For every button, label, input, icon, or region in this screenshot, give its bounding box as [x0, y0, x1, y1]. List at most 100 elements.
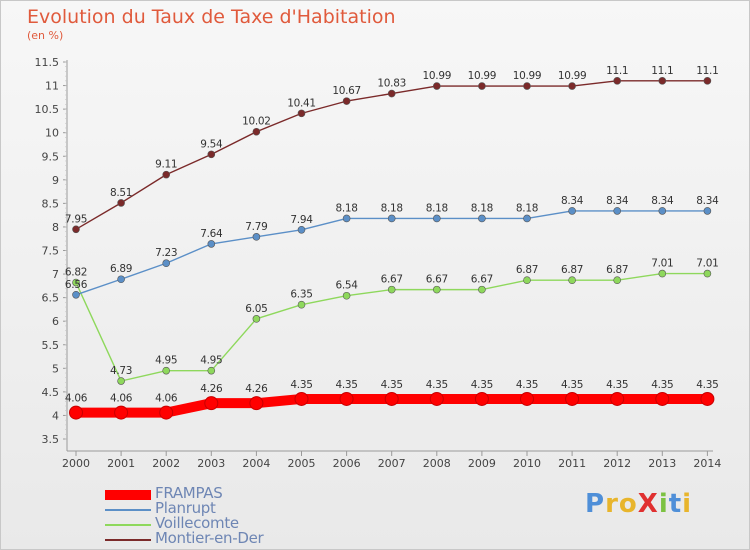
data-point: [523, 214, 531, 223]
x-tick-label: 2000: [62, 457, 90, 470]
data-label: 6.67: [381, 274, 403, 286]
data-label: 8.34: [606, 195, 629, 207]
legend-label-montier-en-der: Montier-en-Der: [155, 529, 264, 547]
data-point: [568, 82, 576, 90]
data-point: [162, 259, 170, 268]
y-tick-label: 6: [52, 315, 59, 328]
data-label: 8.18: [426, 202, 448, 214]
y-tick-label: 8: [52, 221, 59, 234]
data-label: 10.02: [242, 116, 271, 128]
data-label: 7.95: [65, 213, 87, 225]
legend-swatch-planrupt: [105, 509, 151, 511]
data-label: 8.34: [696, 195, 719, 207]
data-label: 6.05: [245, 303, 267, 315]
data-label: 9.54: [200, 138, 223, 150]
y-tick-label: 10: [45, 127, 59, 140]
data-label: 4.95: [200, 355, 222, 367]
data-point: [204, 396, 219, 411]
series-layer: 7.95 8.51 9.11 9.54 10.02 10.41 10.67 10.83 10.9…: [65, 65, 719, 420]
data-label: 8.18: [471, 202, 493, 214]
data-label: 4.35: [471, 379, 493, 391]
data-point: [478, 82, 486, 90]
x-tick-label: 2013: [648, 457, 676, 470]
data-label: 4.35: [561, 379, 583, 391]
legend-label-voillecomte: Voillecomte: [155, 514, 239, 532]
chart-title: Evolution du Taux de Taxe d'Habitation: [27, 6, 396, 28]
legend-label-planrupt: Planrupt: [155, 499, 216, 517]
data-label: 8.18: [381, 202, 403, 214]
data-point: [703, 77, 712, 85]
data-point: [613, 276, 622, 284]
proxiti-logo: ProXiti: [585, 489, 692, 519]
legend-swatch-frampas: [105, 490, 151, 500]
data-label: 6.82: [65, 267, 87, 279]
data-point: [207, 240, 216, 248]
data-point: [523, 276, 531, 284]
logo-letter: P: [585, 489, 606, 519]
legend-swatch-montier-en-der: [105, 539, 151, 541]
x-tick-label: 2006: [333, 457, 361, 470]
labels-voillecomte: 6.82 4.73 4.95 4.95 6.05 6.35 6.54 6.67 6.67 6.67…: [65, 258, 719, 377]
data-label: 7.01: [696, 258, 718, 270]
data-label: 4.35: [290, 379, 312, 391]
x-tick-label: 2008: [423, 457, 451, 470]
x-tick-label: 2005: [288, 457, 316, 470]
data-point: [432, 82, 441, 90]
data-label: 4.35: [606, 379, 628, 391]
x-tick-label: 2010: [513, 457, 541, 470]
y-axis-unit-label: (en %): [27, 29, 64, 42]
data-point: [114, 405, 129, 420]
data-point: [342, 291, 351, 300]
logo-letter: t: [668, 489, 683, 519]
data-label: 10.83: [377, 78, 406, 90]
y-tick-label: 5.5: [42, 339, 60, 352]
data-point: [658, 207, 667, 215]
y-tick-label: 10.5: [35, 103, 60, 116]
data-label: 4.06: [110, 393, 133, 405]
logo-letter: i: [682, 489, 693, 519]
data-point: [117, 199, 125, 207]
data-label: 8.51: [110, 187, 132, 199]
data-point: [700, 391, 715, 406]
logo-letter: o: [618, 489, 638, 519]
data-label: 4.06: [65, 393, 88, 405]
logo-letter: X: [637, 489, 659, 519]
y-tick-label: 4: [52, 409, 59, 422]
data-point: [613, 207, 622, 215]
data-point: [252, 233, 261, 241]
y-tick-label: 4.5: [42, 386, 60, 399]
data-label: 7.64: [200, 228, 223, 240]
data-label: 4.26: [245, 383, 268, 395]
data-point: [294, 391, 309, 406]
y-tick-label: 11.5: [35, 56, 60, 69]
data-point: [162, 366, 170, 375]
labels-montier-en-der: 7.95 8.51 9.11 9.54 10.02 10.41 10.67 10.83 10.9…: [65, 65, 719, 225]
series-frampas: [69, 391, 715, 420]
data-point: [478, 214, 486, 223]
data-point: [658, 269, 667, 278]
data-point: [387, 89, 396, 98]
data-point: [207, 366, 216, 375]
data-label: 4.35: [381, 379, 403, 391]
data-point: [523, 82, 531, 90]
data-point: [565, 391, 580, 406]
data-point: [117, 377, 125, 385]
data-label: 10.99: [558, 70, 587, 82]
x-tick-label: 2003: [197, 457, 225, 470]
data-label: 4.35: [651, 379, 673, 391]
series-montier-en-der: [72, 77, 712, 234]
data-label: 8.18: [336, 202, 358, 214]
x-tick-label: 2002: [152, 457, 180, 470]
data-point: [478, 285, 486, 294]
data-label: 6.54: [336, 280, 359, 292]
logo-letter: i: [658, 489, 669, 519]
data-point: [568, 207, 576, 215]
data-label: 8.34: [561, 195, 584, 207]
data-label: 8.18: [516, 202, 538, 214]
data-point: [520, 391, 534, 406]
y-tick-label: 5: [52, 362, 59, 375]
y-tick-label: 7: [52, 268, 59, 281]
data-label: 7.23: [155, 247, 177, 259]
